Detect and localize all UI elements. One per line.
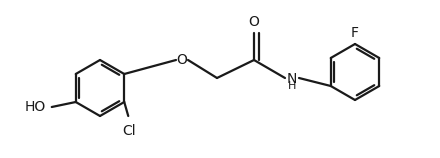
Text: H: H: [288, 81, 296, 91]
Text: HO: HO: [25, 100, 46, 114]
Text: O: O: [176, 53, 187, 67]
Text: F: F: [351, 26, 359, 40]
Text: O: O: [249, 15, 260, 29]
Text: N: N: [287, 72, 297, 86]
Text: Cl: Cl: [122, 124, 136, 138]
